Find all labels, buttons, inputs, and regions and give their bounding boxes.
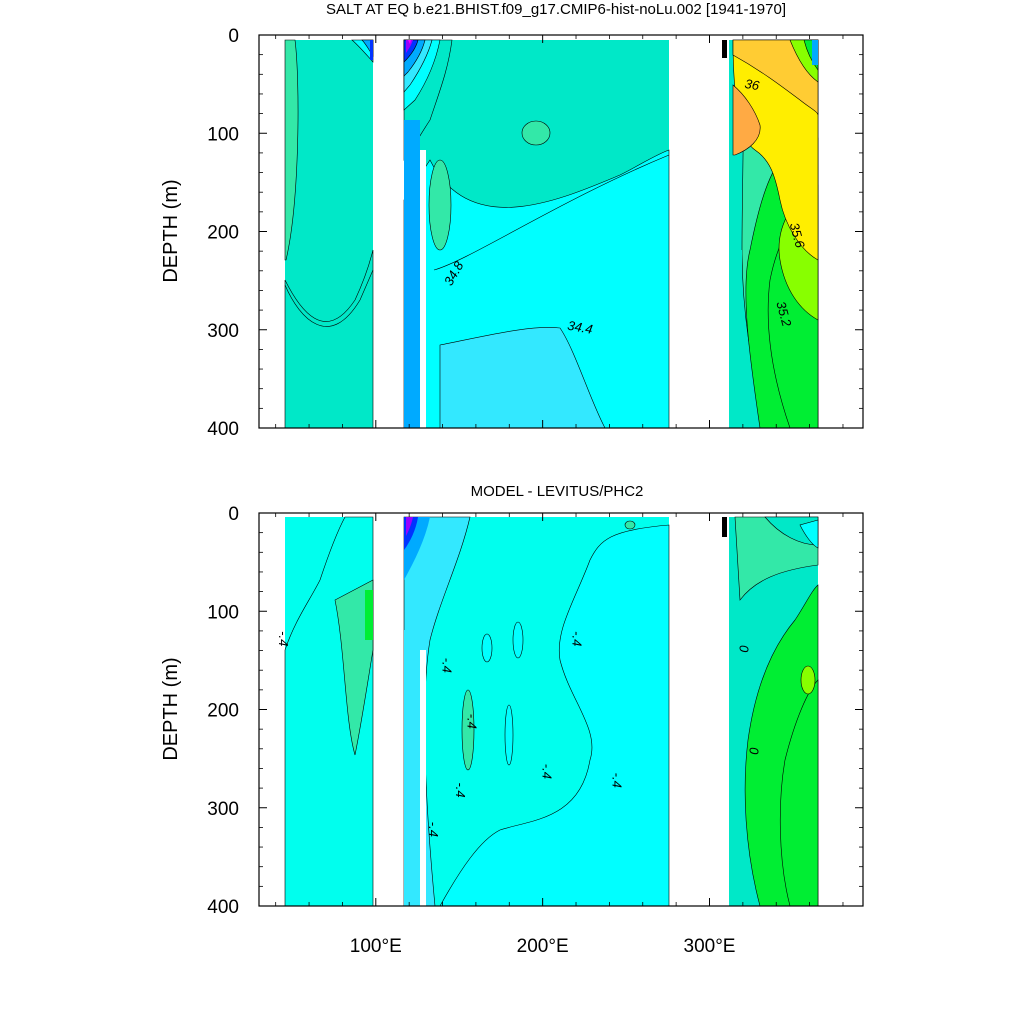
y-axis-ticks: 0 100 200 300 400 xyxy=(207,26,863,440)
contour-label: -.4 xyxy=(453,782,468,797)
salinity-axes: 0 100 200 300 400 DEPTH (m) xyxy=(160,26,864,440)
y-axis-label: DEPTH (m) xyxy=(160,179,182,282)
contour-label: -.4 xyxy=(540,764,555,779)
x-axis-ticks: 100°E 200°E 300°E xyxy=(275,513,844,957)
contour-label: 34.4 xyxy=(566,318,594,337)
contour-label: 0 xyxy=(747,747,762,755)
salinity-panel: SALT AT EQ b.e21.BHIST.f09_g17.CMIP6-his… xyxy=(160,1,864,440)
y-tick-label: 100 xyxy=(207,124,239,145)
contour-labels: -.4 -.4 -.4 -.4 -.4 -.4 -.4 -.4 0 0 xyxy=(276,631,762,837)
salinity-panel-title: SALT AT EQ b.e21.BHIST.f09_g17.CMIP6-his… xyxy=(326,1,786,18)
indian-ocean-region xyxy=(284,39,374,428)
contour-label: -.4 xyxy=(426,822,441,837)
pacific-ocean-diff xyxy=(403,516,670,906)
pacific-ocean-region xyxy=(403,39,670,428)
y-tick-label: 0 xyxy=(228,26,239,47)
difference-panel-title: MODEL - LEVITUS/PHC2 xyxy=(471,483,644,500)
indian-ocean-diff xyxy=(284,516,374,906)
difference-axes: 0 100 200 300 400 100°E 200°E 300°E DEPTH (m) xyxy=(160,504,864,957)
y-tick-label: 100 xyxy=(207,602,239,623)
contour-label: 35.6 xyxy=(787,221,808,250)
y-tick-label: 400 xyxy=(207,419,239,440)
y-axis-ticks: 0 100 200 300 400 xyxy=(207,504,863,918)
contour-label: -.4 xyxy=(440,658,455,673)
contour-label: 0 xyxy=(737,645,752,653)
contour-label: -.4 xyxy=(465,714,480,729)
contour-label: -.4 xyxy=(610,773,625,788)
contour-label: 36 xyxy=(744,76,762,93)
difference-panel: MODEL - LEVITUS/PHC2 xyxy=(160,483,864,957)
x-axis-ticks xyxy=(275,35,844,428)
y-tick-label: 200 xyxy=(207,223,239,244)
difference-field: -.4 -.4 -.4 -.4 -.4 -.4 -.4 -.4 0 0 xyxy=(276,516,819,906)
contour-label: 35.2 xyxy=(773,300,794,329)
contour-label: -.4 xyxy=(276,631,291,646)
x-tick-label: 200°E xyxy=(517,936,569,957)
x-tick-label: 100°E xyxy=(350,936,402,957)
y-axis-label: DEPTH (m) xyxy=(160,657,182,760)
y-tick-label: 400 xyxy=(207,897,239,918)
contour-label: -.4 xyxy=(570,631,585,646)
x-tick-label: 300°E xyxy=(684,936,736,957)
atlantic-ocean-region xyxy=(722,39,819,428)
atlantic-ocean-diff xyxy=(722,516,819,906)
y-tick-label: 300 xyxy=(207,321,239,342)
y-tick-label: 300 xyxy=(207,799,239,820)
y-tick-label: 0 xyxy=(228,504,239,525)
y-tick-label: 200 xyxy=(207,701,239,722)
